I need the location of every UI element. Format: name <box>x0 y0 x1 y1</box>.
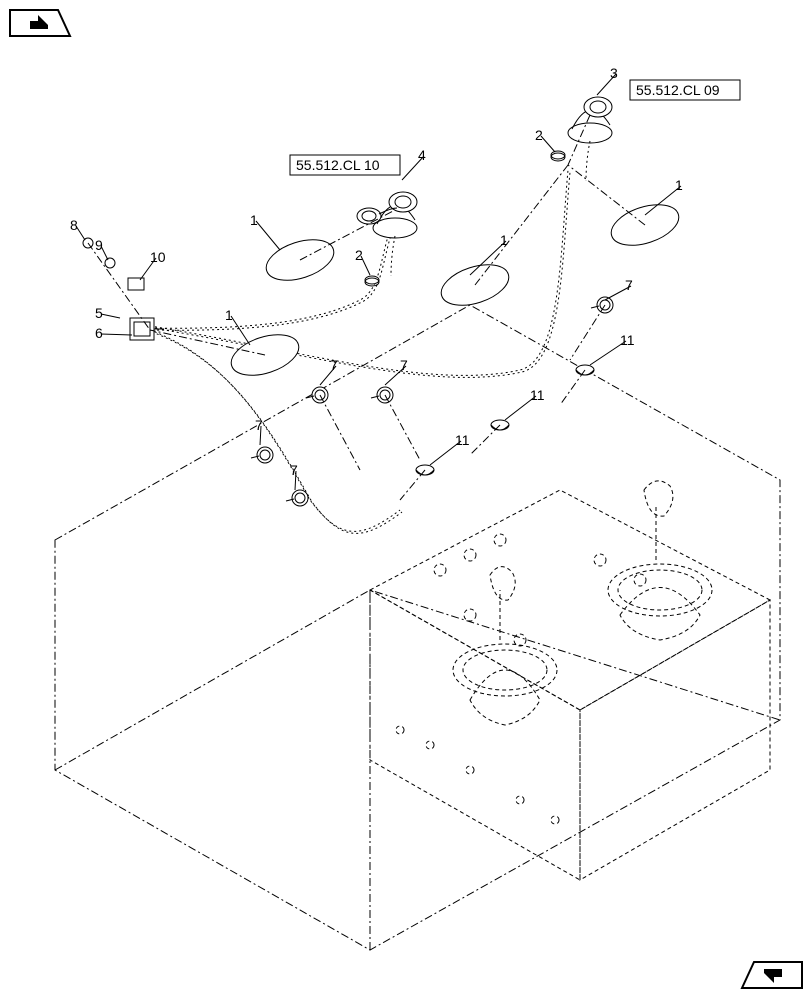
callout-number: 1 <box>225 307 233 323</box>
grommet <box>371 387 393 403</box>
callout: 7 <box>605 277 633 300</box>
clip <box>128 278 144 290</box>
control-head-left <box>357 192 417 276</box>
callout: 7 <box>290 462 298 490</box>
perspective-envelope <box>55 305 780 950</box>
reference-box: 55.512.CL 09 <box>630 80 740 100</box>
grommet <box>306 387 328 403</box>
callout: 3 <box>597 65 618 95</box>
callout-number: 4 <box>418 147 426 163</box>
callout-number: 10 <box>150 249 166 265</box>
connector <box>130 318 164 340</box>
grommet <box>251 447 273 463</box>
callout: 11 <box>430 432 470 465</box>
callout-number: 3 <box>610 65 618 81</box>
callout: 7 <box>385 357 408 385</box>
console-assembly <box>370 481 770 880</box>
callout: 7 <box>255 417 263 445</box>
callout-number: 9 <box>95 237 103 253</box>
callout-number: 1 <box>500 232 508 248</box>
callout-number: 6 <box>95 325 103 341</box>
reference-text: 55.512.CL 10 <box>296 157 380 173</box>
callout: 2 <box>355 247 370 275</box>
nut <box>551 151 565 161</box>
callout: 11 <box>590 332 635 365</box>
lever-right <box>608 481 712 640</box>
callout: 2 <box>535 127 555 152</box>
callout: 10 <box>140 249 166 280</box>
callout-number: 1 <box>250 212 258 228</box>
callout-number: 2 <box>355 247 363 263</box>
callout-number: 11 <box>530 387 545 403</box>
callout-number: 11 <box>455 432 470 448</box>
callout: 8 <box>70 217 85 240</box>
reference-box: 55.512.CL 10 <box>290 155 400 175</box>
callout-number: 1 <box>675 177 683 193</box>
callout-number: 7 <box>400 357 408 373</box>
callout-number: 11 <box>620 332 635 348</box>
callout-number: 8 <box>70 217 78 233</box>
callout: 4 <box>402 147 426 180</box>
callout: 6 <box>95 325 132 341</box>
callout: 1 <box>250 212 280 250</box>
nav-arrow-bottom-right[interactable] <box>742 962 802 988</box>
nav-arrow-top-left[interactable] <box>10 10 70 36</box>
callout: 11 <box>505 387 545 420</box>
harness-cables <box>150 170 570 533</box>
callout: 5 <box>95 305 120 321</box>
callout-number: 2 <box>535 127 543 143</box>
control-head-right <box>568 97 612 181</box>
callout-number: 7 <box>290 462 298 478</box>
reference-text: 55.512.CL 09 <box>636 82 720 98</box>
callout-number: 5 <box>95 305 103 321</box>
callout: 9 <box>95 237 108 260</box>
callout-number: 7 <box>625 277 633 293</box>
callout-number: 7 <box>330 357 338 373</box>
nut <box>365 276 379 286</box>
grommet <box>286 490 308 506</box>
callout-number: 7 <box>255 417 263 433</box>
washer <box>105 258 115 268</box>
